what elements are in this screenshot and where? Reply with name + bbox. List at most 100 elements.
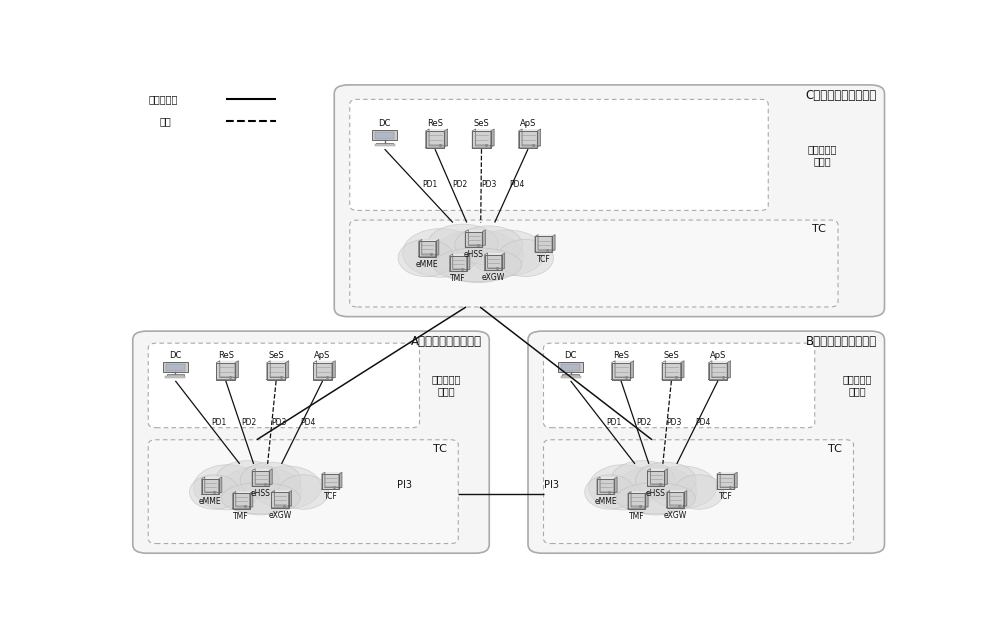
Polygon shape: [271, 490, 292, 492]
Text: B县核心网和应用平台: B县核心网和应用平台: [806, 335, 877, 348]
Bar: [662, 363, 681, 379]
Ellipse shape: [253, 466, 321, 508]
Text: 集群调度应
用平台: 集群调度应 用平台: [432, 375, 461, 396]
Bar: [216, 363, 235, 379]
Bar: [166, 364, 185, 371]
Text: A县核心网和应用平台: A县核心网和应用平台: [411, 335, 482, 348]
Bar: [561, 364, 580, 371]
Text: eXGW: eXGW: [482, 273, 505, 282]
Bar: [562, 374, 579, 376]
Polygon shape: [436, 240, 439, 257]
Polygon shape: [267, 361, 289, 363]
Polygon shape: [614, 477, 617, 494]
Text: TMF: TMF: [629, 512, 644, 520]
Polygon shape: [472, 129, 494, 131]
Polygon shape: [647, 469, 667, 471]
Polygon shape: [285, 361, 289, 379]
FancyBboxPatch shape: [544, 440, 854, 544]
Text: DC: DC: [169, 351, 182, 360]
Bar: [271, 492, 289, 508]
Polygon shape: [322, 472, 342, 474]
Text: PD3: PD3: [481, 181, 496, 189]
Bar: [313, 363, 332, 379]
Ellipse shape: [585, 475, 635, 509]
Ellipse shape: [455, 226, 523, 265]
Polygon shape: [684, 490, 687, 508]
Text: DC: DC: [564, 351, 577, 360]
Ellipse shape: [674, 475, 724, 509]
Polygon shape: [216, 361, 238, 363]
Bar: [202, 479, 219, 494]
Bar: [465, 231, 482, 247]
Text: eMME: eMME: [199, 497, 222, 506]
Polygon shape: [202, 477, 222, 479]
Ellipse shape: [469, 230, 545, 276]
Text: eMME: eMME: [594, 497, 617, 506]
FancyBboxPatch shape: [544, 343, 815, 428]
Ellipse shape: [221, 483, 300, 514]
Bar: [717, 474, 734, 490]
Polygon shape: [612, 361, 634, 363]
Bar: [519, 131, 537, 148]
Ellipse shape: [398, 240, 454, 277]
Polygon shape: [535, 234, 555, 236]
Polygon shape: [519, 129, 541, 131]
FancyBboxPatch shape: [133, 331, 489, 553]
Bar: [426, 131, 444, 148]
Text: PD4: PD4: [695, 418, 711, 426]
Polygon shape: [537, 129, 541, 148]
Text: PD3: PD3: [271, 418, 287, 426]
Ellipse shape: [648, 466, 716, 508]
Bar: [375, 144, 395, 146]
Text: ApS: ApS: [710, 351, 726, 360]
Bar: [561, 376, 581, 378]
Bar: [558, 362, 583, 372]
Polygon shape: [233, 492, 253, 493]
FancyBboxPatch shape: [528, 331, 885, 553]
Polygon shape: [444, 129, 448, 148]
Text: DC: DC: [378, 119, 391, 129]
Polygon shape: [597, 477, 617, 479]
Bar: [372, 130, 397, 140]
Polygon shape: [467, 254, 470, 271]
Polygon shape: [664, 469, 667, 486]
Polygon shape: [482, 230, 485, 247]
Polygon shape: [250, 492, 253, 508]
Text: eHSS: eHSS: [251, 489, 271, 498]
Bar: [485, 255, 502, 270]
Text: 信令和媒体: 信令和媒体: [148, 95, 178, 104]
Polygon shape: [313, 361, 335, 363]
Bar: [628, 493, 645, 508]
Polygon shape: [667, 490, 687, 492]
FancyBboxPatch shape: [148, 440, 458, 544]
Bar: [647, 471, 664, 486]
Text: TCF: TCF: [324, 492, 337, 502]
Text: PD3: PD3: [667, 418, 682, 426]
Text: ReS: ReS: [427, 119, 443, 129]
Bar: [667, 492, 684, 508]
FancyBboxPatch shape: [350, 220, 838, 307]
Text: 集群调度应
用平台: 集群调度应 用平台: [843, 375, 872, 396]
Text: ReS: ReS: [218, 351, 234, 360]
Text: 信令: 信令: [160, 116, 172, 126]
Polygon shape: [681, 361, 684, 379]
Polygon shape: [552, 234, 555, 252]
Ellipse shape: [498, 240, 553, 277]
Polygon shape: [426, 129, 448, 131]
FancyBboxPatch shape: [334, 85, 885, 317]
Polygon shape: [419, 240, 439, 241]
Polygon shape: [491, 129, 494, 148]
Polygon shape: [628, 492, 648, 493]
Bar: [163, 362, 188, 372]
Polygon shape: [252, 469, 272, 471]
Text: PI3: PI3: [396, 480, 412, 490]
Text: TMF: TMF: [233, 512, 249, 520]
Text: TC: TC: [828, 444, 842, 453]
Ellipse shape: [240, 462, 301, 498]
Polygon shape: [289, 490, 292, 508]
Polygon shape: [662, 361, 684, 363]
Polygon shape: [734, 472, 737, 490]
Ellipse shape: [403, 229, 479, 277]
Text: SeS: SeS: [474, 119, 489, 129]
Polygon shape: [235, 361, 238, 379]
